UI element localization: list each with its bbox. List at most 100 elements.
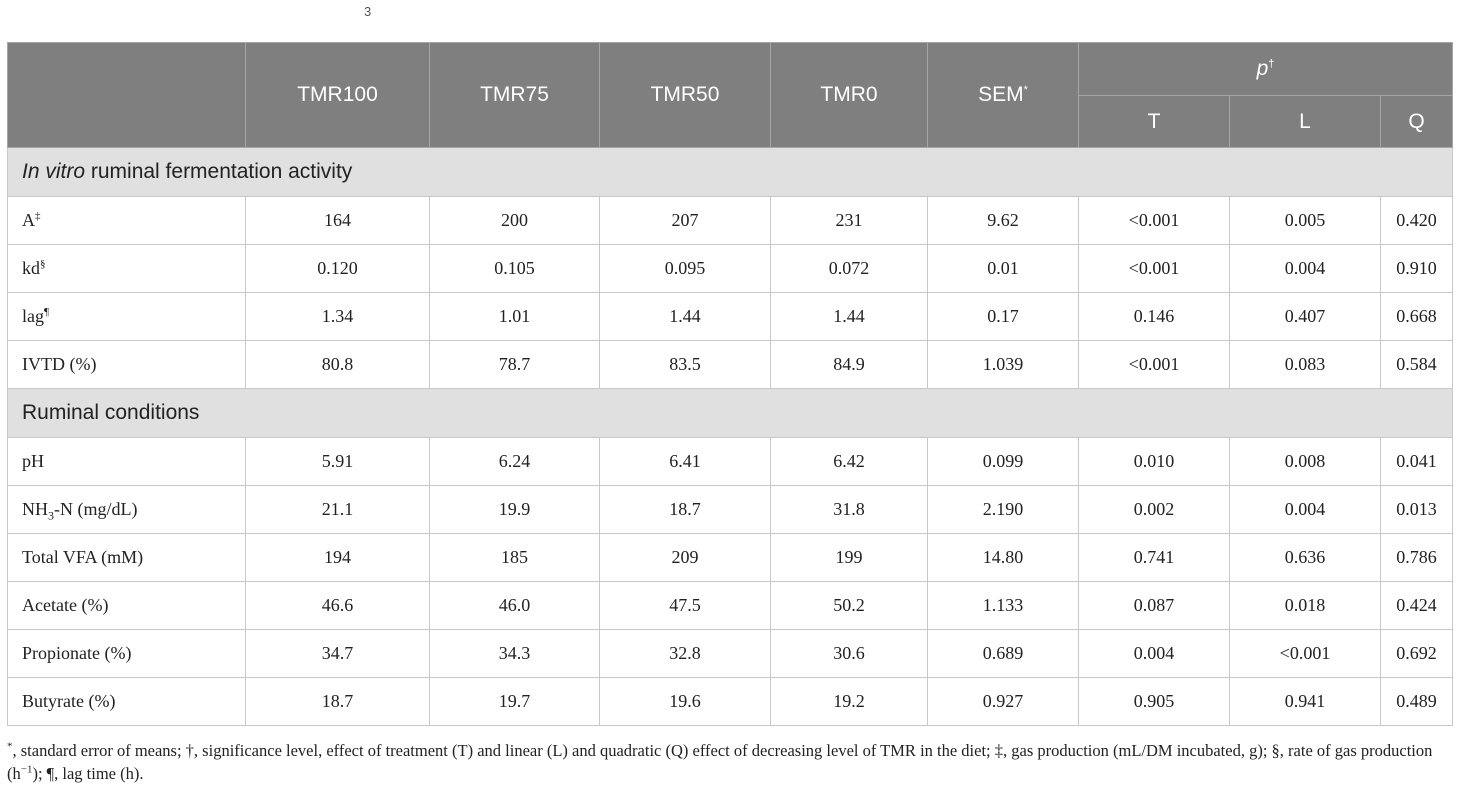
table-cell: 0.01 — [927, 244, 1079, 293]
table-cell: 84.9 — [770, 340, 928, 389]
row-label: Acetate (%) — [7, 581, 246, 630]
table-cell: 231 — [770, 196, 928, 245]
table-cell: 34.7 — [245, 629, 430, 678]
table-cell: 80.8 — [245, 340, 430, 389]
table-cell: 30.6 — [770, 629, 928, 678]
table-cell: 19.6 — [599, 677, 771, 726]
table-cell: 78.7 — [429, 340, 600, 389]
row-label: A‡ — [7, 196, 246, 245]
header-tmr50: TMR50 — [599, 42, 771, 148]
table-cell: 0.018 — [1229, 581, 1381, 630]
table-row: A‡ 164 200 207 231 9.62 <0.001 0.005 0.420 — [7, 196, 1454, 245]
results-table: TMR100 TMR75 TMR50 TMR0 SEM* p† T L Q In… — [6, 42, 1454, 726]
table-row: NH3-N (mg/dL) 21.1 19.9 18.7 31.8 2.190 0.002 0… — [7, 485, 1454, 534]
table-cell: 0.424 — [1379, 581, 1454, 630]
page-number: 3 — [364, 4, 372, 19]
table-cell: 0.636 — [1229, 533, 1381, 582]
header-tmr100: TMR100 — [245, 42, 430, 148]
row-label-text: Butyrate (%) — [22, 691, 116, 711]
row-label: kd§ — [7, 244, 246, 293]
section-title: In vitro ruminal fermentation activity — [6, 147, 1454, 197]
table-cell: 0.010 — [1078, 437, 1230, 486]
table-cell: <0.001 — [1078, 244, 1230, 293]
section-title: Ruminal conditions — [6, 388, 1454, 438]
row-label-footnote-mark: ‡ — [35, 210, 41, 222]
table-cell: 18.7 — [245, 677, 430, 726]
table-header: TMR100 TMR75 TMR50 TMR0 SEM* p† T L Q — [7, 42, 1454, 148]
table-cell: 0.120 — [245, 244, 430, 293]
table-cell: 0.146 — [1078, 292, 1230, 341]
row-label-footnote-mark: § — [40, 258, 46, 270]
table-cell: 0.099 — [927, 437, 1079, 486]
table-cell: 0.910 — [1379, 244, 1454, 293]
table-cell: 34.3 — [429, 629, 600, 678]
header-p-label: p — [1256, 57, 1269, 80]
row-label: lag¶ — [7, 292, 246, 341]
row-label-text: A — [22, 210, 35, 230]
row-label-text: Total VFA (mM) — [22, 547, 144, 567]
row-label-text: Propionate (%) — [22, 643, 132, 663]
row-label-text: kd — [22, 258, 40, 278]
table-row: Total VFA (mM) 194 185 209 199 14.80 0.741 0.63… — [7, 533, 1454, 582]
table-cell: 1.039 — [927, 340, 1079, 389]
table-cell: 18.7 — [599, 485, 771, 534]
table-cell: 19.7 — [429, 677, 600, 726]
table-cell: 19.9 — [429, 485, 600, 534]
table-cell: 5.91 — [245, 437, 430, 486]
table-footnote: *, standard error of means; †, significa… — [7, 739, 1452, 785]
table-cell: 0.786 — [1379, 533, 1454, 582]
table-cell: 19.2 — [770, 677, 928, 726]
table-row: IVTD (%) 80.8 78.7 83.5 84.9 1.039 <0.001 0.083… — [7, 340, 1454, 389]
header-tmr0: TMR0 — [770, 42, 928, 148]
table-cell: 21.1 — [245, 485, 430, 534]
footnote-text-1: , standard error of means; †, significan… — [7, 741, 1433, 783]
table-cell: 31.8 — [770, 485, 928, 534]
table-cell: 0.095 — [599, 244, 771, 293]
table-cell: 0.004 — [1229, 485, 1381, 534]
table-cell: 32.8 — [599, 629, 771, 678]
table-cell: 0.741 — [1078, 533, 1230, 582]
row-label-subscript: 3 — [48, 508, 54, 523]
table-cell: <0.001 — [1078, 196, 1230, 245]
table-cell: <0.001 — [1078, 340, 1230, 389]
table-row: Acetate (%) 46.6 46.0 47.5 50.2 1.133 0.087 0.0… — [7, 581, 1454, 630]
row-label-text: IVTD (%) — [22, 354, 97, 374]
header-p-mark: † — [1268, 58, 1275, 70]
row-label: IVTD (%) — [7, 340, 246, 389]
table-cell: 6.41 — [599, 437, 771, 486]
row-label-text: Acetate (%) — [22, 595, 109, 615]
table-cell: 14.80 — [927, 533, 1079, 582]
table-cell: 0.905 — [1078, 677, 1230, 726]
header-blank — [7, 42, 246, 148]
section-header-row: Ruminal conditions — [6, 388, 1454, 438]
table-cell: 0.692 — [1379, 629, 1454, 678]
section-title-italic: In vitro — [22, 160, 86, 183]
table-cell: 46.0 — [429, 581, 600, 630]
row-label: NH3-N (mg/dL) — [7, 485, 246, 534]
row-label: Total VFA (mM) — [7, 533, 246, 582]
table-cell: 185 — [429, 533, 600, 582]
table-row: Propionate (%) 34.7 34.3 32.8 30.6 0.689 0.004… — [7, 629, 1454, 678]
table-cell: 0.689 — [927, 629, 1079, 678]
table-cell: 0.17 — [927, 292, 1079, 341]
table-row: pH 5.91 6.24 6.41 6.42 0.099 0.010 0.008 0.041 — [7, 437, 1454, 486]
table-cell: 6.42 — [770, 437, 928, 486]
row-label-text: pH — [22, 451, 44, 471]
table-cell: 46.6 — [245, 581, 430, 630]
table-cell: 199 — [770, 533, 928, 582]
table-cell: 47.5 — [599, 581, 771, 630]
header-sem: SEM* — [927, 42, 1079, 148]
table-cell: 1.44 — [599, 292, 771, 341]
table-cell: 0.041 — [1379, 437, 1454, 486]
table-cell: 0.083 — [1229, 340, 1381, 389]
table-cell: 1.34 — [245, 292, 430, 341]
row-label-footnote-mark: ¶ — [44, 306, 49, 318]
header-p-value: p† — [1077, 42, 1454, 96]
header-sem-mark: * — [1023, 84, 1028, 96]
row-label: Butyrate (%) — [7, 677, 246, 726]
table-cell: 2.190 — [927, 485, 1079, 534]
table-cell: 0.013 — [1379, 485, 1454, 534]
table-cell: 0.008 — [1229, 437, 1381, 486]
table-cell: 1.01 — [429, 292, 600, 341]
footnote-text-2: ); ¶, lag time (h). — [32, 764, 144, 783]
